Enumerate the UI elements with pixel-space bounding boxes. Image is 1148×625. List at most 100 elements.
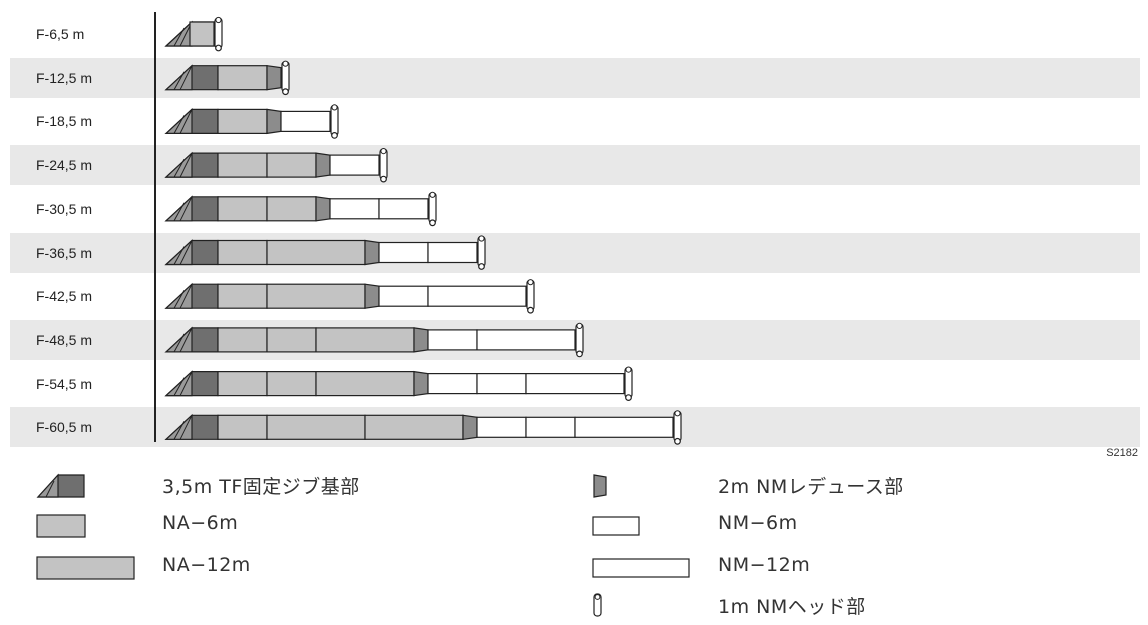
base-lattice-line <box>179 240 193 265</box>
reduce-section <box>364 283 380 309</box>
base-lattice-line <box>179 109 193 134</box>
na-section <box>217 108 268 135</box>
base-lattice-line <box>179 415 193 440</box>
row-label: F-54,5 m <box>36 375 93 392</box>
legend-na6-icon <box>36 513 146 546</box>
head-sheave <box>380 148 387 155</box>
jib-row <box>164 60 290 96</box>
reduce-section <box>413 370 429 397</box>
base-lattice-line <box>173 289 185 309</box>
na-section <box>217 152 268 178</box>
base-lattice <box>164 282 193 309</box>
axis-line <box>154 12 156 442</box>
jib-drawing <box>164 16 682 445</box>
na-section <box>217 414 268 440</box>
head-sheave <box>282 60 289 67</box>
row-label: F-36,5 m <box>36 244 93 261</box>
legend-nm12-icon <box>592 555 702 588</box>
legend-nm12-label: NM−12m <box>718 554 811 576</box>
head-sheave <box>215 44 222 52</box>
head-sheave <box>215 16 222 24</box>
base-lattice-line <box>173 333 185 353</box>
na-section <box>217 283 268 309</box>
base-lattice-line <box>173 27 185 47</box>
base-lattice-line <box>179 371 193 396</box>
base-lattice <box>164 64 193 91</box>
head-sheave <box>674 437 681 445</box>
head-sheave <box>429 191 436 198</box>
jib-row <box>164 104 339 139</box>
head-sheave <box>625 394 632 402</box>
na-section <box>266 283 366 309</box>
nm-section <box>378 198 429 220</box>
legend-na12-label: NA−12m <box>162 554 251 576</box>
row-label: F-18,5 m <box>36 113 93 130</box>
na-section <box>217 65 268 91</box>
na-section <box>364 414 464 440</box>
nm-section <box>476 373 527 395</box>
nm-section <box>525 416 576 438</box>
base-lattice <box>164 20 193 47</box>
na-section <box>217 327 268 353</box>
row-label: F-60,5 m <box>36 419 93 436</box>
nm-section <box>525 373 625 395</box>
base-lattice-line <box>173 71 185 90</box>
na-section <box>266 196 317 222</box>
base-lattice <box>164 326 193 353</box>
nm-section <box>427 285 527 307</box>
na-section <box>315 327 415 353</box>
nm-section <box>280 110 331 133</box>
legend-na6-label: NA−6m <box>162 512 239 534</box>
row-label: F-12,5 m <box>36 69 93 86</box>
row-label: F-42,5 m <box>36 288 93 305</box>
base-lattice-line <box>179 65 193 90</box>
nm-section <box>476 329 576 351</box>
head-sheave <box>380 175 387 183</box>
head-sheave <box>478 235 485 242</box>
base-lattice-line <box>173 115 185 134</box>
head-sheave <box>625 366 632 373</box>
nm-section <box>574 416 674 438</box>
head-sheave <box>282 88 289 96</box>
jib-row <box>164 191 437 227</box>
base-lattice-line <box>173 377 185 396</box>
base-lattice <box>164 413 193 440</box>
na-section <box>217 196 268 222</box>
legend-head-icon <box>592 592 702 625</box>
nm-section <box>476 416 527 438</box>
head-sheave <box>478 263 485 270</box>
na-section <box>266 239 366 266</box>
reduce-section <box>266 108 282 135</box>
base-lattice-line <box>179 152 193 178</box>
legend-reduce-label: 2m NMレデュース部 <box>718 476 904 498</box>
na-section <box>315 371 415 397</box>
legend-na12-icon <box>36 555 146 588</box>
na-section <box>266 152 317 178</box>
legend-nm6-icon <box>592 513 702 546</box>
na-section <box>217 239 268 266</box>
base-lattice-line <box>173 246 185 265</box>
na-section <box>266 327 317 353</box>
head-sheave <box>331 104 338 111</box>
jib-row <box>164 366 633 402</box>
base-lattice <box>164 108 193 134</box>
na-section <box>266 414 366 440</box>
row-label: F-30,5 m <box>36 200 93 217</box>
figure-code: S2182 <box>1106 447 1138 459</box>
head-sheave <box>331 131 338 139</box>
nm-section <box>378 241 429 264</box>
base-lattice <box>164 195 193 222</box>
nm-section <box>427 241 478 264</box>
base-lattice <box>164 151 193 178</box>
nm-section <box>329 154 380 176</box>
row-label: F-24,5 m <box>36 157 93 174</box>
nm-section <box>378 285 429 307</box>
head-sheave <box>527 306 534 314</box>
base-lattice <box>164 239 193 266</box>
legend-base-icon <box>36 473 146 506</box>
reduce-section <box>413 327 429 353</box>
reduce-section <box>364 239 380 266</box>
jib-row <box>164 16 223 52</box>
na-section <box>217 371 268 397</box>
jib-row <box>164 322 584 358</box>
